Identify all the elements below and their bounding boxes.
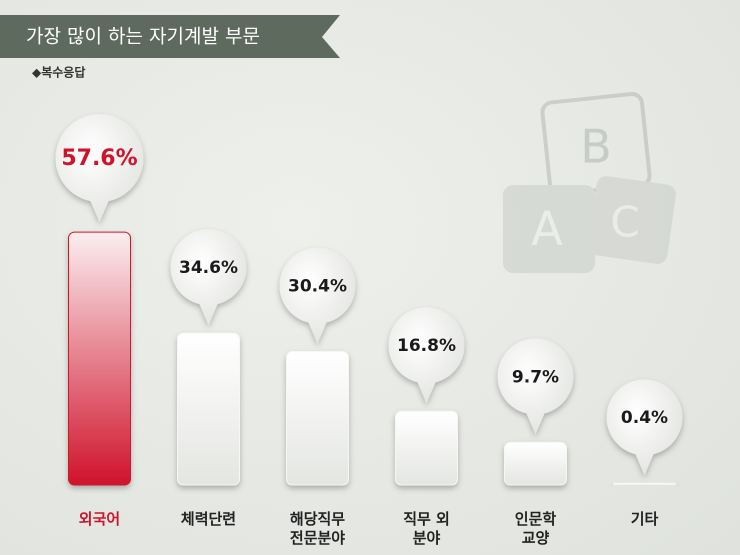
bubble [497, 338, 574, 435]
value-label: 0.4% [621, 408, 668, 428]
value-label: 34.6% [179, 258, 238, 278]
title-banner [0, 15, 340, 58]
value-label: 16.8% [397, 336, 456, 356]
decoration-letter: B [580, 120, 612, 174]
decoration-letter: A [531, 202, 563, 256]
bubble [170, 229, 247, 326]
bar [177, 332, 240, 486]
x-tick-label: 인문학 교양 [514, 510, 557, 547]
x-tick-label: 외국어 [78, 510, 121, 528]
x-tick-label: 기타 [630, 510, 659, 528]
decoration-letter: C [610, 198, 639, 247]
bar [286, 351, 349, 486]
x-tick-label: 해당직무 전문분야 [289, 510, 346, 547]
bubble [279, 247, 356, 344]
bubble [606, 379, 683, 476]
bubble [388, 307, 465, 404]
bubble [55, 114, 144, 223]
value-label: 9.7% [512, 367, 559, 387]
value-label: 30.4% [288, 277, 347, 297]
bar [68, 231, 131, 486]
bar [504, 441, 567, 486]
x-tick-label: 체력단련 [180, 510, 237, 528]
x-tick-label: 직무 외 분야 [403, 510, 450, 547]
chart-subtitle: ◆복수응답 [32, 65, 85, 80]
value-label: 57.6% [61, 146, 137, 171]
bar [613, 482, 676, 486]
bar [395, 410, 458, 486]
abc-blocks: B A C [503, 92, 676, 273]
chart-title: 가장 많이 하는 자기계발 부문 [26, 26, 260, 48]
